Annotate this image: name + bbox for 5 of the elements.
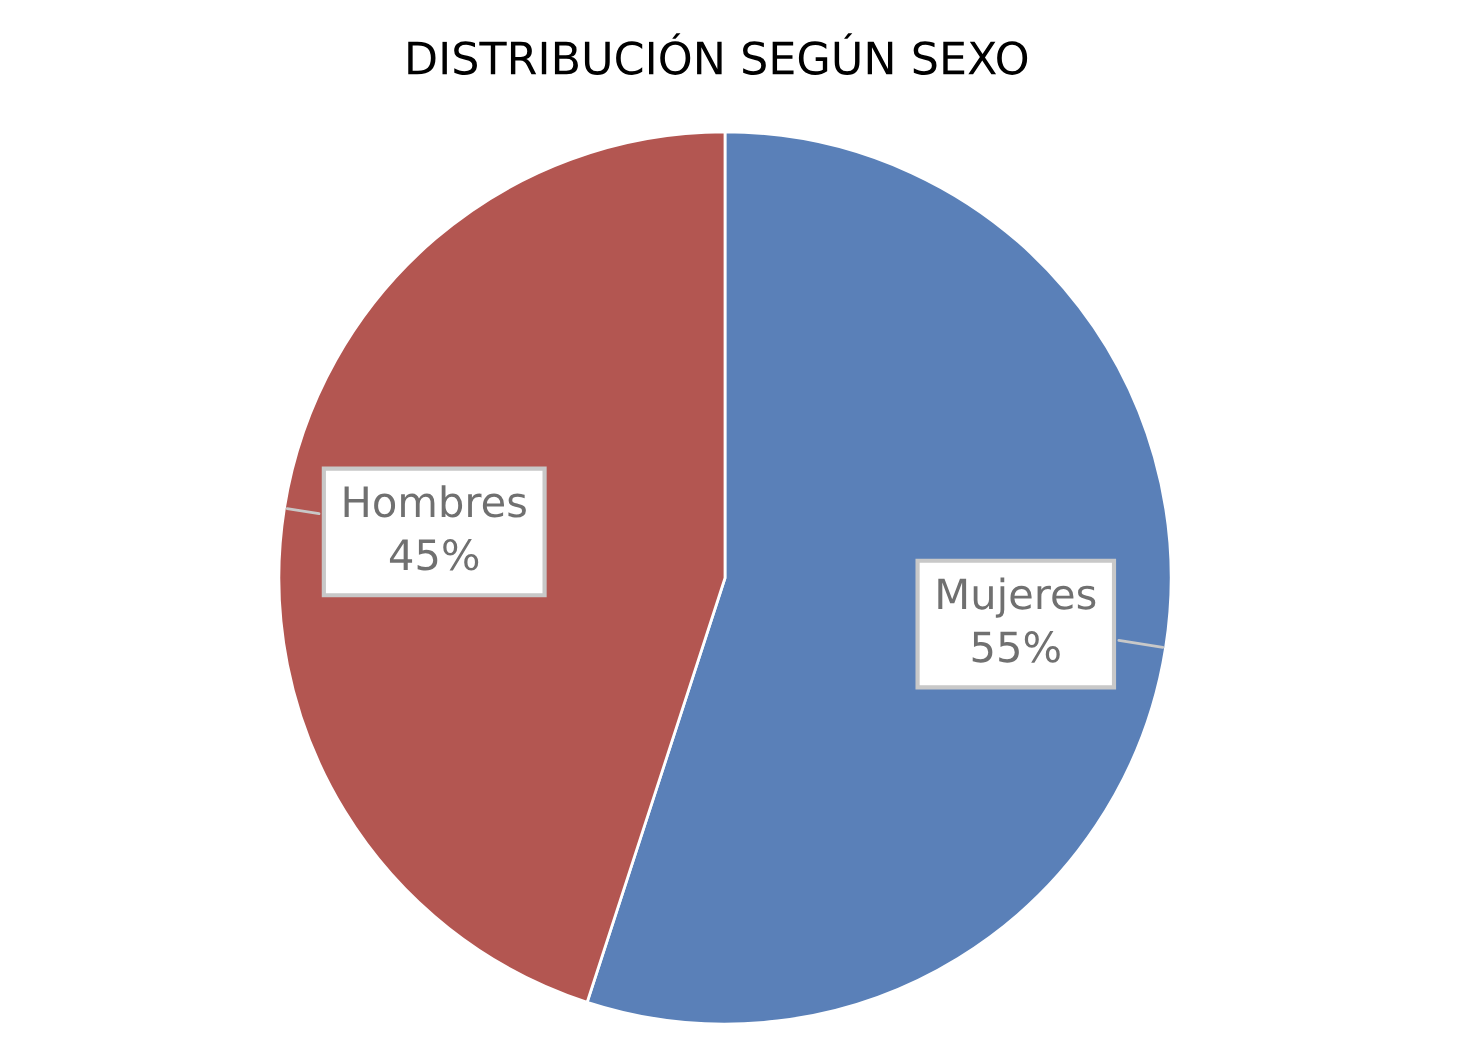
data-label: 55% — [972, 631, 1060, 663]
slice-label: Hombres — [344, 485, 526, 518]
slice-label: Mujeres — [938, 577, 1096, 618]
data-label: 45% — [389, 539, 479, 571]
chart-title: DISTRIBUCIÓN SEGÚN SEXO — [408, 33, 1028, 75]
